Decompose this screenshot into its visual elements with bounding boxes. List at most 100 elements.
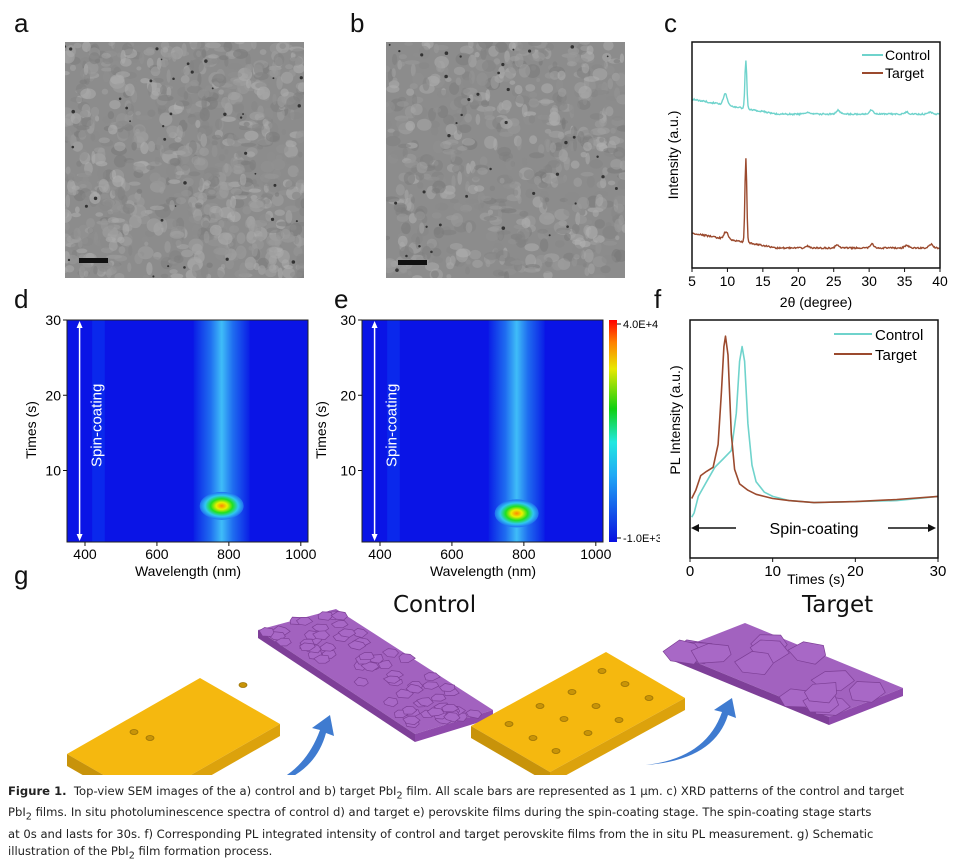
spin-coating-label: Spin-coating xyxy=(89,384,106,467)
x-tick-label: 15 xyxy=(755,273,771,289)
legend-label-control: Control xyxy=(885,47,930,63)
grain xyxy=(787,641,826,665)
x-tick-label: 10 xyxy=(720,273,736,289)
intensity-hotspot xyxy=(199,491,244,520)
grain xyxy=(423,672,441,682)
grain xyxy=(402,706,418,715)
pore-icon xyxy=(567,689,577,695)
caption-text: film. All scale bars are represented as … xyxy=(402,784,905,798)
x-tick-label: 800 xyxy=(217,546,241,562)
x-tick-label: 25 xyxy=(826,273,842,289)
grain xyxy=(848,681,886,703)
arrow-icon xyxy=(286,715,334,775)
pore-icon xyxy=(504,721,514,727)
pore-icon xyxy=(620,681,630,687)
pore-icon xyxy=(238,682,248,688)
arrowhead-down-icon xyxy=(76,534,83,541)
grain xyxy=(422,681,440,690)
grain xyxy=(383,697,399,708)
control-film xyxy=(258,609,493,742)
y-tick-label: 30 xyxy=(340,312,356,328)
heatmap-background xyxy=(362,320,603,542)
grain xyxy=(430,693,447,702)
arrow-icon xyxy=(646,698,736,765)
grain xyxy=(382,648,399,658)
y-axis-label: Times (s) xyxy=(315,401,329,459)
plot-frame xyxy=(66,319,309,543)
x-tick-label: 800 xyxy=(512,546,536,562)
grain xyxy=(402,715,421,726)
x-tick-label: 30 xyxy=(861,273,877,289)
arrowhead-up-icon xyxy=(76,321,83,328)
control-substrate xyxy=(67,678,280,775)
figure-caption: Figure 1. Top-view SEM images of the a) … xyxy=(8,783,958,864)
heatmap-band-400 xyxy=(92,320,105,542)
caption-text: illustration of the PbI xyxy=(8,843,129,858)
series-line-control xyxy=(691,60,940,117)
annotation-text: Spin-coating xyxy=(770,521,859,538)
grain xyxy=(317,611,334,621)
schematic-title-target: Target xyxy=(802,592,874,618)
x-axis-label: Times (s) xyxy=(787,571,845,587)
heatmap-background xyxy=(67,320,308,542)
grain xyxy=(734,651,774,675)
legend: Control Target xyxy=(862,47,930,81)
grain xyxy=(330,610,348,621)
arrowhead-left-icon xyxy=(691,524,699,532)
grain xyxy=(382,675,401,684)
x-tick-label: 10 xyxy=(764,563,781,580)
caption-text: film formation process. xyxy=(134,843,273,858)
grain xyxy=(312,630,330,640)
arrowhead-down-icon xyxy=(371,534,378,541)
y-tick-label: 30 xyxy=(45,312,61,328)
arrowhead-up-icon xyxy=(371,321,378,328)
subscript: 2 xyxy=(396,790,403,802)
pore-icon xyxy=(597,668,607,674)
plot-frame xyxy=(361,319,604,543)
grain xyxy=(426,707,445,717)
x-tick-label: 0 xyxy=(686,563,694,580)
y-axis-label: Intensity (a.u.) xyxy=(665,111,681,200)
panel-label-a: a xyxy=(14,8,29,38)
grain xyxy=(465,709,483,719)
grain xyxy=(337,628,357,638)
caption-label: Figure 1. xyxy=(8,784,67,798)
grain xyxy=(274,637,292,647)
grain xyxy=(438,683,456,693)
x-tick-label: 400 xyxy=(73,546,97,562)
heatmap-control: Spin-coating 400 600 800 1000 10 20 30 Wavele… xyxy=(23,312,317,579)
x-tick-label: 600 xyxy=(440,546,464,562)
y-axis-label: Times (s) xyxy=(23,401,39,459)
x-tick-label: 1000 xyxy=(285,546,316,562)
x-tick-label: 1000 xyxy=(580,546,611,562)
spin-coating-annotation: Spin-coating xyxy=(691,521,936,538)
scale-bar xyxy=(398,260,427,265)
grain xyxy=(398,653,416,663)
target-substrate xyxy=(471,652,685,775)
panel-label-e: e xyxy=(334,284,349,314)
plot-frame xyxy=(689,319,939,559)
grain xyxy=(358,652,375,661)
colorbar-min-label: -1.0E+3 xyxy=(623,533,660,545)
subscript: 2 xyxy=(128,849,135,861)
arrowhead-right-icon xyxy=(928,524,936,532)
legend: Control Target xyxy=(834,327,923,364)
x-tick-label: 30 xyxy=(930,563,947,580)
pore-icon xyxy=(591,703,601,709)
pore-icon xyxy=(583,730,593,736)
grain xyxy=(405,683,424,694)
x-axis-label: Wavelength (nm) xyxy=(430,563,536,579)
grain xyxy=(258,627,275,637)
panel-label-f: f xyxy=(654,284,662,314)
pore-icon xyxy=(551,748,561,754)
grain xyxy=(443,712,461,723)
grain xyxy=(330,620,349,629)
grain xyxy=(377,659,393,670)
sem-image-target xyxy=(386,42,625,278)
x-tick-label: 35 xyxy=(897,273,913,289)
heatmap-target: Spin-coating 400 600 800 1000 10 20 30 4.0E+4… xyxy=(315,312,660,579)
panel-label-d: d xyxy=(14,284,29,314)
y-tick-label: 10 xyxy=(340,463,356,479)
pore-icon xyxy=(614,717,624,723)
subscript: 2 xyxy=(25,811,32,823)
